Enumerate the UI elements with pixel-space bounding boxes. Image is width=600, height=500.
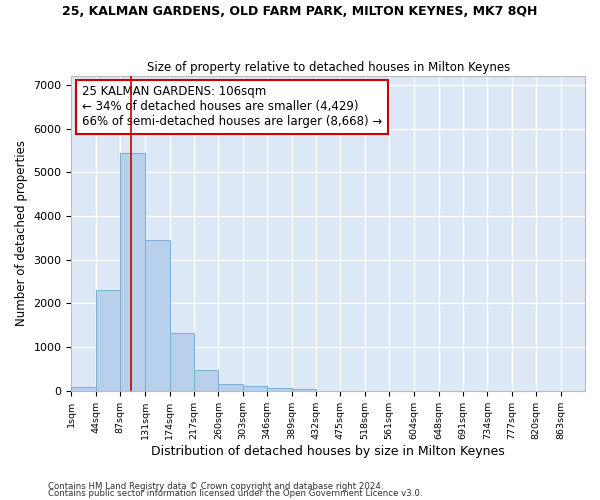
Text: 25, KALMAN GARDENS, OLD FARM PARK, MILTON KEYNES, MK7 8QH: 25, KALMAN GARDENS, OLD FARM PARK, MILTO… xyxy=(62,5,538,18)
Bar xyxy=(218,384,243,390)
Bar xyxy=(194,370,218,390)
Bar xyxy=(170,332,194,390)
Bar xyxy=(243,386,267,390)
Bar xyxy=(96,290,120,390)
Bar xyxy=(267,388,292,390)
Bar xyxy=(71,387,96,390)
Text: Contains public sector information licensed under the Open Government Licence v3: Contains public sector information licen… xyxy=(48,489,422,498)
Bar xyxy=(145,240,170,390)
Bar xyxy=(120,152,145,390)
Text: 25 KALMAN GARDENS: 106sqm
← 34% of detached houses are smaller (4,429)
66% of se: 25 KALMAN GARDENS: 106sqm ← 34% of detac… xyxy=(82,86,382,128)
Bar xyxy=(292,388,316,390)
Y-axis label: Number of detached properties: Number of detached properties xyxy=(15,140,28,326)
Text: Contains HM Land Registry data © Crown copyright and database right 2024.: Contains HM Land Registry data © Crown c… xyxy=(48,482,383,491)
Title: Size of property relative to detached houses in Milton Keynes: Size of property relative to detached ho… xyxy=(146,60,510,74)
X-axis label: Distribution of detached houses by size in Milton Keynes: Distribution of detached houses by size … xyxy=(151,444,505,458)
